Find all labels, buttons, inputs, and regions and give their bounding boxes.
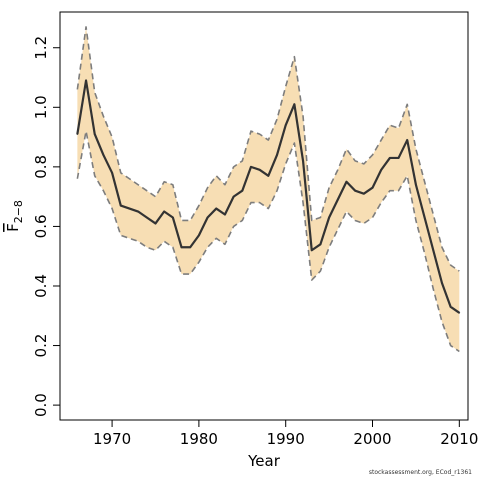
data-point-1983 [224,213,226,216]
data-point-1986 [250,166,252,168]
data-point-2002 [389,157,391,159]
data-point-2010 [458,311,461,314]
svg-text:F2−8: F2−8 [4,200,25,232]
data-point-1968 [93,133,96,135]
data-point-1976 [163,210,165,213]
x-tick-label-2000: 2000 [353,430,391,448]
y-tick-label-0.8: 0.8 [32,155,50,179]
data-point-1985 [241,189,244,192]
upper-bound-line [76,26,460,272]
y-axis-title-subscript: 2−8 [12,200,25,223]
data-point-2007 [432,249,435,252]
data-point-1975 [154,222,157,225]
data-point-1987 [258,169,261,171]
x-axis: 1970 1980 1990 2000 2010 [93,420,478,448]
data-point-2001 [380,169,382,171]
y-tick-label-1.2: 1.2 [32,36,50,60]
data-point-1990 [284,124,287,126]
data-point-1969 [102,154,105,156]
data-point-2000 [371,186,374,189]
data-point-1967 [85,79,87,82]
data-point-1984 [232,195,235,198]
y-axis-title-main: F [4,223,22,232]
data-point-2003 [397,157,400,159]
data-point-1992 [302,160,304,162]
confidence-band-area [77,26,460,352]
data-point-1999 [363,192,365,195]
confidence-band [77,26,460,352]
y-tick-label-0.6: 0.6 [32,214,50,238]
x-tick-label-1980: 1980 [180,430,218,448]
data-point-1966 [76,133,79,135]
y-tick-label-0.4: 0.4 [32,274,50,298]
data-point-1994 [319,243,322,246]
x-tick-label-1990: 1990 [267,430,305,448]
y-tick-label-0.0: 0.0 [32,393,50,417]
credit-text: stockassessment.org, ECod_r1361 [368,469,472,476]
x-tick-label-2010: 2010 [440,430,478,448]
data-point-1989 [276,154,278,156]
data-point-1977 [172,216,174,219]
y-tick-label-1.0: 1.0 [32,95,50,119]
y-axis-title: F2−8 [4,200,25,232]
data-point-1991 [293,103,296,106]
data-point-1980 [198,234,200,237]
data-point-2009 [449,306,452,308]
data-point-2006 [423,216,426,219]
data-point-1996 [336,198,339,201]
confidence-bounds [76,26,460,353]
lower-bound-line [76,130,460,353]
data-point-1981 [206,216,209,219]
data-point-2005 [415,183,417,186]
data-point-1974 [146,216,148,219]
y-axis: 0.0 0.2 0.4 0.6 0.8 1.0 1.2 [32,36,60,417]
data-point-1993 [310,249,313,252]
x-axis-title: Year [247,452,281,470]
data-point-1998 [354,189,356,192]
data-point-1978 [180,246,183,249]
data-point-1972 [128,207,131,210]
y-tick-label-0.2: 0.2 [32,334,50,358]
data-point-1970 [111,172,113,174]
data-point-1973 [137,210,139,213]
data-point-1997 [345,180,348,183]
data-point-2004 [406,139,409,141]
x-tick-label-1970: 1970 [93,430,131,448]
data-point-1979 [189,246,192,249]
data-point-1971 [119,204,122,207]
plot-frame [59,11,469,421]
data-point-1995 [328,216,330,219]
data-point-2008 [441,282,443,284]
estimate-points [76,79,461,314]
data-point-1988 [267,175,270,177]
data-point-1982 [215,207,218,210]
